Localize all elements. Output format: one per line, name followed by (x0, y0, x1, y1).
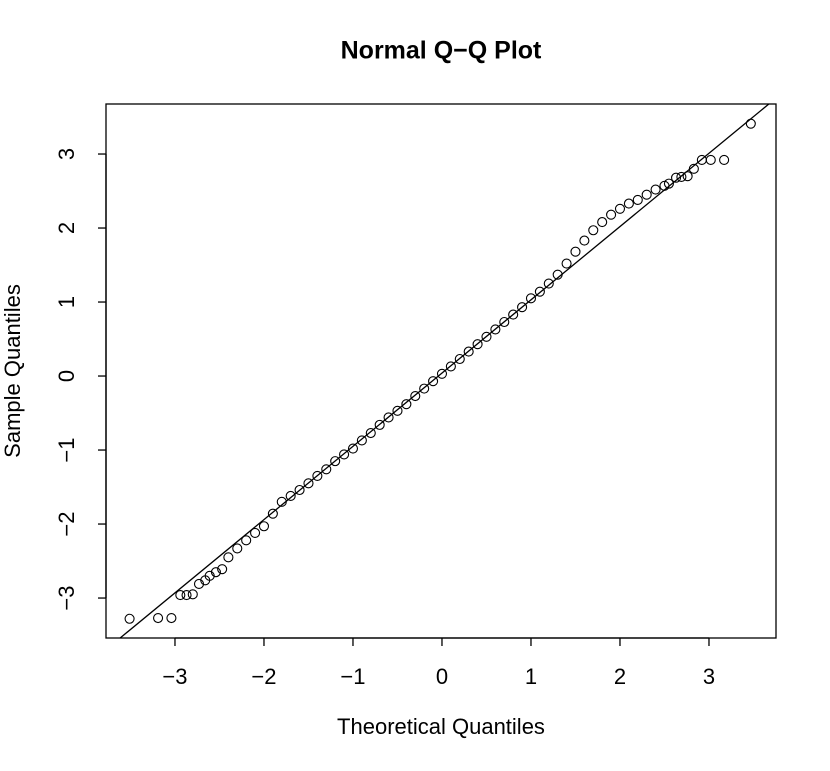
chart-title: Normal Q−Q Plot (341, 37, 542, 65)
point (124, 613, 135, 624)
x-axis-label: Theoretical Quantiles (337, 714, 545, 739)
point (330, 456, 341, 467)
point (534, 286, 545, 297)
point (676, 171, 687, 183)
y-tick-label: −1 (54, 437, 79, 462)
point (597, 217, 608, 228)
y-tick-label: 1 (54, 296, 79, 308)
point (223, 552, 234, 563)
point (499, 316, 510, 328)
point (181, 590, 192, 601)
point (663, 178, 674, 189)
y-tick-label: 0 (54, 370, 79, 382)
point (210, 567, 221, 578)
x-tick-label: 1 (525, 664, 537, 689)
point (175, 590, 186, 601)
point (641, 189, 652, 200)
point (745, 118, 756, 129)
x-tick-label: −3 (162, 664, 187, 689)
x-tick-label: −2 (251, 664, 276, 689)
point (285, 490, 296, 501)
point (193, 578, 205, 590)
x-tick-label: 3 (703, 664, 715, 689)
point (365, 427, 376, 439)
point (166, 612, 177, 624)
point (356, 435, 367, 446)
point (588, 225, 599, 236)
point (419, 383, 430, 394)
point (232, 543, 243, 554)
y-tick-label: 2 (54, 222, 79, 234)
point (606, 209, 617, 220)
plot-frame (105, 103, 777, 639)
point (401, 399, 412, 410)
reference-line (119, 104, 770, 638)
point (705, 154, 716, 165)
point (217, 564, 228, 575)
point (632, 194, 643, 205)
point (490, 324, 501, 335)
point (241, 535, 252, 546)
point (250, 527, 261, 538)
point (719, 154, 730, 165)
point (454, 353, 465, 365)
point (267, 508, 278, 519)
point (347, 443, 359, 454)
y-tick-label: −3 (54, 585, 79, 610)
point (614, 203, 626, 214)
point (682, 171, 693, 182)
y-tick-label: 3 (54, 148, 79, 160)
x-tick-label: −1 (340, 664, 365, 689)
point (525, 293, 537, 304)
point (463, 346, 474, 357)
point (623, 198, 634, 209)
point (204, 570, 215, 581)
y-axis-label: Sample Quantiles (0, 284, 25, 458)
point (436, 368, 448, 379)
point (472, 339, 483, 350)
point (187, 589, 198, 600)
point (383, 412, 394, 423)
point (428, 376, 439, 387)
point (561, 258, 572, 269)
point (294, 484, 305, 496)
point (392, 405, 403, 416)
point (445, 361, 456, 372)
point (312, 470, 323, 481)
point (374, 419, 385, 430)
point (671, 172, 682, 183)
x-tick-label: 0 (436, 664, 448, 689)
x-tick-label: 2 (614, 664, 626, 689)
point (410, 390, 421, 402)
point (570, 246, 581, 257)
point (481, 331, 492, 342)
y-tick-label: −2 (54, 511, 79, 536)
point (153, 612, 164, 624)
point (579, 235, 590, 246)
point (517, 302, 528, 313)
point (303, 478, 314, 489)
point (508, 309, 519, 320)
point (650, 184, 661, 195)
point (258, 521, 270, 532)
point (543, 278, 554, 289)
point (339, 449, 350, 460)
point (321, 464, 332, 475)
